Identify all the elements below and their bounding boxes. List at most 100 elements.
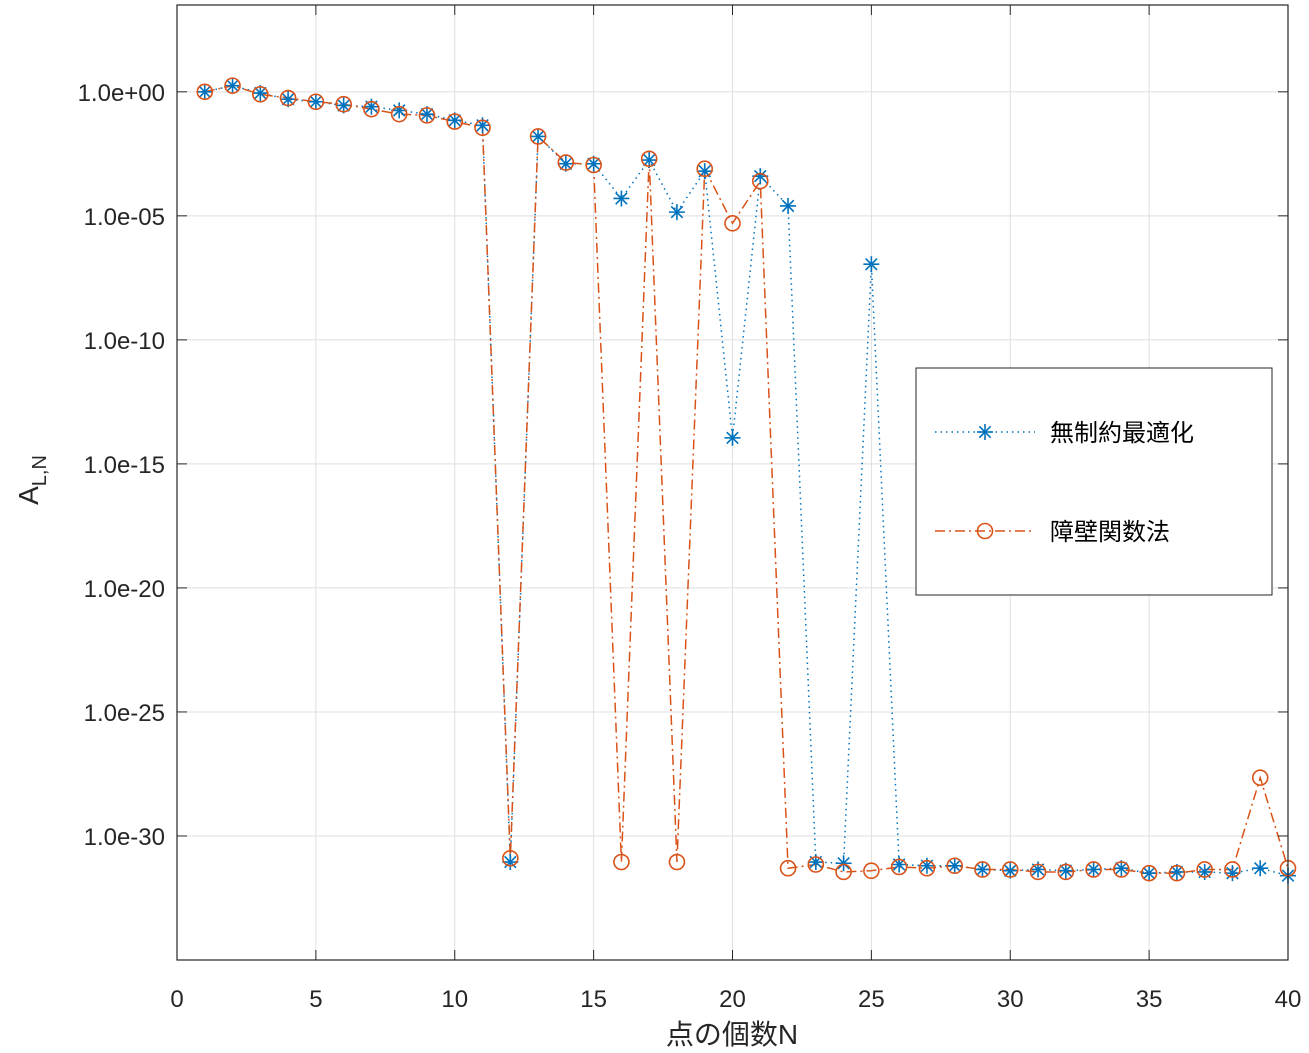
legend-entry-series-2: 障壁関数法	[935, 518, 1170, 546]
data-point-asterisk	[974, 861, 991, 878]
data-point-asterisk-stroke	[448, 114, 462, 127]
data-point-asterisk	[446, 112, 463, 129]
data-point-circle	[418, 107, 436, 124]
x-tick-label: 30	[997, 986, 1024, 1013]
data-point-circle	[446, 113, 464, 130]
y-tick-label: 1.0e+00	[78, 80, 165, 107]
data-point-circle	[779, 859, 797, 877]
data-point-asterisk	[502, 854, 519, 871]
data-point-asterisk-stroke	[504, 855, 517, 869]
legend-marker-series-1	[977, 424, 993, 440]
data-point-circle	[529, 128, 547, 145]
data-point-circle	[974, 861, 991, 878]
y-tick-label: 1.0e-15	[84, 452, 165, 479]
data-point-asterisk-stroke	[1253, 861, 1267, 875]
data-point-asterisk-stroke	[781, 199, 795, 213]
data-point-asterisk-stroke	[198, 85, 212, 99]
data-point-circle	[1251, 769, 1269, 786]
data-point-circle	[835, 863, 852, 881]
data-point-circle	[1196, 861, 1213, 878]
data-point-asterisk	[1085, 861, 1102, 878]
data-point-asterisk	[613, 190, 630, 207]
y-tick-label: 1.0e-05	[84, 204, 165, 231]
data-point-circle	[335, 95, 352, 113]
legend-marker-series-2	[976, 522, 994, 540]
x-tick-label: 35	[1136, 986, 1163, 1013]
data-point-asterisk-stroke	[837, 856, 850, 870]
data-point-circle	[1001, 861, 1019, 878]
data-point-asterisk	[307, 93, 324, 110]
data-point-asterisk-stroke	[281, 92, 295, 106]
data-point-asterisk-stroke	[531, 130, 545, 143]
data-point-asterisk	[1057, 862, 1074, 879]
data-point-asterisk	[835, 855, 852, 872]
y-tick-label: 1.0e-30	[84, 824, 165, 851]
data-point-asterisk-stroke	[1059, 864, 1073, 877]
data-point-circle	[890, 858, 908, 876]
data-point-asterisk-stroke	[337, 99, 350, 112]
data-point-circle	[585, 156, 602, 174]
data-point-circle	[474, 119, 491, 137]
y-axis: 1.0e+00 1.0e-05 1.0e-10 1.0e-15 1.0e-20 1.0e-…	[78, 80, 1288, 851]
series-line-2	[204, 84, 1289, 874]
data-point-asterisk	[280, 91, 297, 108]
data-point-asterisk	[863, 256, 880, 273]
y-tick-label: 1.0e-10	[84, 328, 165, 355]
y-axis-label-subscript: L,N	[29, 455, 51, 486]
data-point-asterisk	[641, 152, 658, 169]
data-point-circle	[613, 853, 630, 871]
data-point-asterisk	[1252, 860, 1269, 877]
data-point-asterisk-stroke	[726, 431, 739, 445]
data-point-circle	[640, 150, 658, 168]
data-point-asterisk-stroke	[392, 104, 406, 117]
data-point-circle	[807, 856, 825, 873]
data-point-circle	[696, 160, 714, 178]
data-point-asterisk-stroke	[226, 79, 239, 92]
data-point-circle	[196, 83, 214, 101]
data-point-asterisk-stroke	[309, 95, 323, 109]
data-point-asterisk	[418, 106, 435, 123]
data-point-asterisk	[946, 857, 963, 874]
x-tick-label: 15	[580, 986, 607, 1013]
y-axis-label: AL,N	[13, 455, 51, 505]
data-point-circle	[863, 862, 880, 880]
x-axis-label: 点の個数N	[666, 1019, 798, 1050]
data-point-asterisk	[1113, 860, 1130, 877]
data-point-circle	[724, 214, 741, 232]
data-point-circle	[1029, 863, 1047, 881]
data-point-circle	[668, 853, 686, 871]
data-point-asterisk-stroke	[254, 86, 267, 100]
data-point-asterisk-stroke	[559, 157, 573, 171]
data-point-asterisk	[780, 197, 797, 214]
data-point-asterisk	[1224, 865, 1241, 882]
data-point-asterisk	[391, 102, 408, 119]
data-point-asterisk-stroke	[1087, 863, 1100, 876]
data-point-circle	[252, 85, 269, 103]
legend: 無制約最適化 障壁関数法	[915, 367, 1273, 596]
legend-label-series-2: 障壁関数法	[1050, 518, 1170, 546]
legend-box	[915, 367, 1273, 596]
data-point-asterisk-stroke	[587, 157, 600, 171]
legend-asterisk-stroke	[978, 425, 992, 439]
data-point-asterisk-stroke	[1142, 866, 1156, 880]
data-point-asterisk-stroke	[976, 863, 989, 876]
data-point-circle	[751, 172, 769, 190]
data-point-circle	[918, 859, 936, 877]
legend-circle	[976, 522, 994, 540]
data-point-asterisk-stroke	[1226, 866, 1239, 880]
data-point-asterisk	[724, 429, 741, 446]
data-point-asterisk	[668, 204, 685, 221]
data-point-circle	[1085, 861, 1102, 878]
data-point-circle	[224, 77, 241, 94]
data-point-asterisk	[1141, 865, 1158, 882]
data-point-circle	[946, 857, 964, 875]
y-axis-label-main: A	[13, 486, 44, 505]
data-point-asterisk	[252, 85, 269, 102]
data-point-asterisk	[335, 97, 352, 114]
legend-entry-series-1: 無制約最適化	[935, 419, 1194, 447]
data-point-circle	[1224, 861, 1241, 878]
data-point-asterisk	[1168, 863, 1185, 880]
x-tick-label: 40	[1275, 986, 1302, 1013]
data-point-asterisk-stroke	[615, 192, 628, 205]
